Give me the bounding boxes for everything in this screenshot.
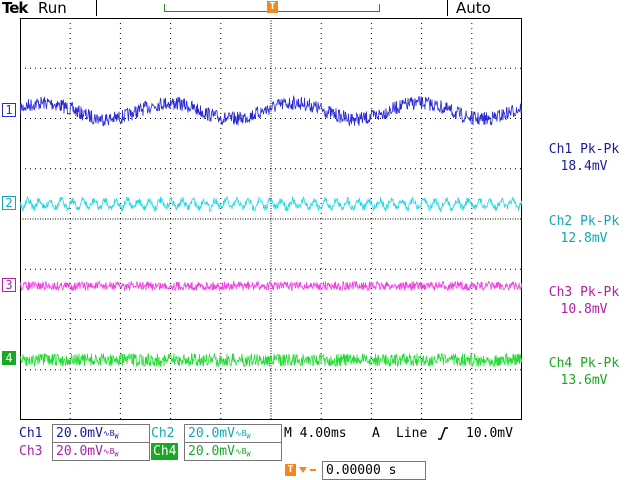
ch2-measurement-value: 12.8mV [560, 231, 608, 246]
ch2-measurement: Ch2 Pk-Pk 12.8mV [532, 213, 636, 247]
trigger-offset[interactable]: 0.00000 s [322, 461, 426, 480]
run-status: Run [38, 0, 67, 17]
ch1-scale-box[interactable]: 20.0mV∿BW [52, 424, 150, 443]
ch4-scale-box[interactable]: 20.0mV∿BW [184, 442, 282, 461]
rising-edge-icon [438, 427, 448, 440]
ch2-scale-box[interactable]: 20.0mV∿BW [184, 424, 282, 443]
trigger-source-label: A [372, 426, 380, 441]
ch3-measurement-label: Ch3 Pk-Pk [548, 285, 620, 300]
ch2-ground-marker[interactable]: 2 [2, 196, 16, 210]
bandwidth-limit-icon: ∿BW [234, 447, 251, 459]
ch4-ground-marker[interactable]: 4 [2, 351, 16, 365]
ch4-measurement-value: 13.6mV [560, 373, 608, 388]
header-divider-right [447, 0, 448, 16]
ch3-scale: 20.0mV [56, 444, 103, 459]
trigger-offset-arrow-icon [299, 467, 307, 473]
trigger-mode: Auto [456, 0, 491, 17]
timebase[interactable]: M 4.00ms [284, 426, 347, 441]
trigger-offset-icon: T [285, 464, 296, 476]
bandwidth-limit-icon: ∿BW [102, 429, 119, 441]
trigger-position-marker[interactable]: T [267, 1, 278, 13]
ch2-measurement-label: Ch2 Pk-Pk [548, 214, 620, 229]
ch4-measurement-label: Ch4 Pk-Pk [548, 356, 620, 371]
brand-logo: Tek [2, 0, 28, 17]
ch2-name[interactable]: Ch2 [151, 426, 175, 441]
graticule-grid [20, 18, 522, 420]
trigger-source[interactable]: Line [396, 426, 428, 441]
ch1-scale: 20.0mV [56, 426, 103, 441]
ch3-waveform [20, 280, 522, 292]
trigger-offset-dash [310, 469, 316, 471]
ch4-scale: 20.0mV [188, 444, 235, 459]
ch1-measurement-value: 18.4mV [560, 159, 608, 174]
ch1-waveform [20, 95, 522, 127]
ch1-name[interactable]: Ch1 [19, 426, 43, 441]
ch3-measurement-value: 10.8mV [560, 302, 608, 317]
ch3-measurement: Ch3 Pk-Pk 10.8mV [532, 284, 636, 318]
ch4-waveform [20, 352, 522, 368]
ch2-waveform [20, 195, 522, 213]
ch3-scale-box[interactable]: 20.0mV∿BW [52, 442, 150, 461]
ch3-name[interactable]: Ch3 [19, 444, 43, 459]
ch1-ground-marker[interactable]: 1 [2, 103, 16, 117]
ch4-measurement: Ch4 Pk-Pk 13.6mV [532, 355, 636, 389]
ch1-measurement-label: Ch1 Pk-Pk [548, 142, 620, 157]
bandwidth-limit-icon: ∿BW [102, 447, 119, 459]
ch4-name[interactable]: Ch4 [151, 443, 179, 460]
ch3-ground-marker[interactable]: 3 [2, 278, 16, 292]
ch2-scale: 20.0mV [188, 426, 235, 441]
header-divider-left [96, 0, 97, 16]
waveform-traces [20, 95, 522, 368]
trigger-level[interactable]: 10.0mV [466, 426, 513, 441]
ch1-measurement: Ch1 Pk-Pk 18.4mV [532, 141, 636, 175]
waveform-display [20, 18, 522, 420]
bandwidth-limit-icon: ∿BW [234, 429, 251, 441]
